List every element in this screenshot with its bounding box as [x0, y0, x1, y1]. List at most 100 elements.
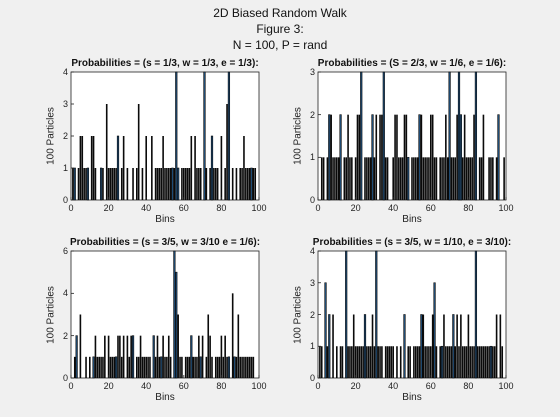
- chart-3-bar: [152, 335, 155, 379]
- chart-4-bar: [473, 346, 475, 378]
- chart-4-bar: [386, 346, 389, 378]
- chart-4-bar: [433, 282, 436, 379]
- chart-4-bar: [358, 346, 361, 378]
- chart-2-bar: [373, 157, 376, 200]
- chart-1-bar: [85, 168, 87, 200]
- chart-4-bar: [430, 346, 432, 378]
- chart-4-x-tick-label: 60: [425, 381, 436, 391]
- chart-1-bar: [224, 168, 226, 200]
- chart-2-bar: [405, 114, 408, 200]
- chart-2-x-tick-label: 40: [388, 203, 399, 213]
- chart-4-x-axis-label: Bins: [402, 392, 422, 403]
- chart-4-bar: [426, 346, 428, 378]
- chart-3-bar: [226, 356, 228, 378]
- chart-4-bar: [413, 346, 415, 378]
- chart-3-bar: [154, 356, 157, 378]
- chart-1-bar: [105, 104, 108, 200]
- chart-2-bar: [401, 157, 404, 200]
- chart-1-bar: [107, 168, 110, 200]
- chart-4-y-axis-label: 100 Particles: [292, 285, 304, 344]
- chart-1-bar: [167, 168, 170, 200]
- chart-4-bar: [363, 314, 367, 379]
- chart-3-bar: [166, 356, 168, 378]
- chart-2-bar: [339, 114, 342, 201]
- chart-3-bar: [167, 335, 170, 378]
- chart-2-bar: [411, 157, 413, 200]
- chart-1-bar: [145, 136, 147, 200]
- chart-3-x-axis-label: Bins: [155, 392, 175, 403]
- chart-3-bar: [73, 356, 76, 378]
- chart-2-y-tick-label: 1: [309, 152, 315, 163]
- chart-4-bar: [362, 346, 364, 378]
- chart-1-y-tick-label: 0: [62, 195, 68, 205]
- chart-1-bar: [166, 168, 168, 200]
- chart-4-bar: [435, 346, 438, 378]
- chart-2-bar: [441, 157, 443, 200]
- chart-3-bar: [115, 356, 118, 379]
- chart-3-bar: [199, 356, 202, 379]
- chart-3-bar: [227, 356, 231, 379]
- figure-parameters: N = 100, P = rand: [232, 38, 328, 52]
- chart-3-x-tick-label: 40: [141, 381, 152, 391]
- chart-1-bar: [141, 168, 144, 200]
- chart-4-bar: [392, 346, 394, 378]
- chart-4-bar: [418, 346, 421, 378]
- chart-2-bar: [474, 71, 478, 201]
- chart-2-bar: [398, 157, 400, 200]
- chart-3-bar: [190, 335, 193, 379]
- chart-2-bar: [418, 114, 421, 201]
- chart-3-bar: [214, 356, 217, 378]
- chart-3-bar: [211, 356, 213, 378]
- chart-1-x-tick-label: 100: [251, 203, 267, 213]
- chart-4-bar: [388, 346, 391, 378]
- chart-1-bar: [205, 168, 208, 200]
- chart-4-y-tick-label: 2: [309, 309, 315, 320]
- chart-2-bar: [459, 114, 462, 201]
- chart-3-bar: [92, 356, 95, 379]
- chart-4-bar: [416, 346, 419, 378]
- chart-3-x-tick-label: 100: [251, 381, 267, 391]
- chart-4-bar: [493, 346, 496, 378]
- chart-1-bar: [137, 104, 140, 200]
- chart-2-bar: [426, 157, 428, 200]
- chart-3-bar: [250, 356, 253, 378]
- chart-3-bar: [85, 356, 87, 378]
- chart-4-bar: [373, 346, 376, 378]
- chart-2-y-axis-label: 100 Particles: [292, 107, 304, 165]
- chart-4-bar: [458, 346, 460, 378]
- chart-3-bar: [179, 356, 181, 378]
- chart-1-bar: [177, 167, 180, 201]
- chart-4-bar: [319, 346, 321, 378]
- chart-3-bar: [231, 293, 234, 378]
- chart-2-bar: [433, 157, 436, 200]
- chart-1-bar: [136, 168, 138, 200]
- chart-4-bar: [474, 250, 478, 379]
- chart-2-bar: [392, 157, 394, 200]
- chart-3-bar: [192, 356, 194, 378]
- chart-3-bar: [164, 356, 166, 378]
- chart-3-bar: [111, 356, 114, 378]
- chart-2-bar: [457, 71, 461, 201]
- chart-1-bar: [86, 167, 90, 201]
- chart-4-bar: [448, 346, 451, 378]
- chart-4-bar: [465, 346, 468, 378]
- chart-1-bar: [190, 136, 193, 200]
- chart-4-bar: [336, 346, 338, 378]
- chart-4-bar: [375, 250, 378, 379]
- chart-2-bar: [480, 157, 483, 200]
- chart-2-bar: [375, 114, 378, 200]
- chart-4-bar: [332, 314, 334, 378]
- chart-2-bar: [345, 157, 347, 200]
- chart-1-bar: [250, 167, 253, 201]
- chart-1-bar: [254, 168, 257, 200]
- chart-2-bar: [430, 114, 432, 200]
- chart-4-x-tick-label: 100: [498, 381, 514, 391]
- chart-4-bar: [439, 346, 441, 378]
- chart-2-bar: [366, 157, 368, 200]
- chart-4-x-tick-label: 0: [315, 381, 321, 391]
- chart-3-bar: [207, 314, 210, 378]
- chart-3-bar: [94, 335, 97, 378]
- chart-4-bar: [471, 346, 473, 378]
- chart-2-bar: [369, 157, 372, 200]
- chart-1-bar: [122, 136, 125, 200]
